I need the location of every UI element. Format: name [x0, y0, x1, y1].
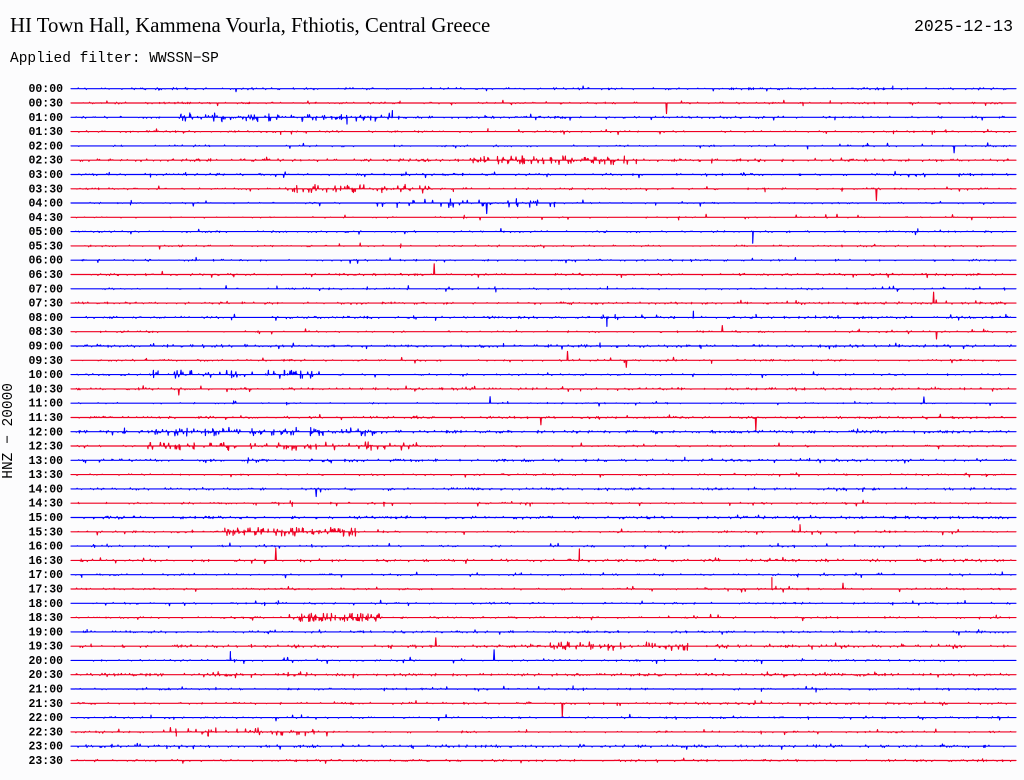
svg-text:19:00: 19:00	[28, 626, 63, 639]
svg-text:13:00: 13:00	[28, 455, 63, 468]
svg-text:20:00: 20:00	[28, 655, 63, 668]
svg-text:11:00: 11:00	[28, 398, 63, 411]
svg-text:17:00: 17:00	[28, 569, 63, 582]
svg-text:15:30: 15:30	[28, 526, 63, 539]
svg-text:08:00: 08:00	[28, 312, 63, 325]
svg-text:09:00: 09:00	[28, 340, 63, 353]
svg-text:19:30: 19:30	[28, 641, 63, 654]
svg-text:00:00: 00:00	[28, 83, 63, 96]
svg-text:11:30: 11:30	[28, 412, 63, 425]
svg-text:09:30: 09:30	[28, 355, 63, 368]
svg-text:04:00: 04:00	[28, 198, 63, 211]
svg-text:14:00: 14:00	[28, 483, 63, 496]
svg-text:18:00: 18:00	[28, 598, 63, 611]
svg-text:10:30: 10:30	[28, 383, 63, 396]
svg-text:01:00: 01:00	[28, 112, 63, 125]
svg-text:10:00: 10:00	[28, 369, 63, 382]
svg-text:06:30: 06:30	[28, 269, 63, 282]
svg-text:16:30: 16:30	[28, 555, 63, 568]
svg-text:18:30: 18:30	[28, 612, 63, 625]
svg-text:20:30: 20:30	[28, 669, 63, 682]
svg-text:14:30: 14:30	[28, 498, 63, 511]
svg-text:02:30: 02:30	[28, 155, 63, 168]
svg-text:07:30: 07:30	[28, 298, 63, 311]
svg-text:00:30: 00:30	[28, 97, 63, 110]
svg-text:01:30: 01:30	[28, 126, 63, 139]
svg-text:07:00: 07:00	[28, 283, 63, 296]
svg-text:21:00: 21:00	[28, 684, 63, 697]
svg-text:22:00: 22:00	[28, 712, 63, 725]
svg-text:13:30: 13:30	[28, 469, 63, 482]
svg-text:03:00: 03:00	[28, 169, 63, 182]
svg-text:05:30: 05:30	[28, 240, 63, 253]
svg-text:16:00: 16:00	[28, 541, 63, 554]
svg-text:21:30: 21:30	[28, 698, 63, 711]
svg-text:06:00: 06:00	[28, 255, 63, 268]
svg-text:12:00: 12:00	[28, 426, 63, 439]
svg-text:05:00: 05:00	[28, 226, 63, 239]
svg-text:04:30: 04:30	[28, 212, 63, 225]
svg-text:12:30: 12:30	[28, 441, 63, 454]
svg-text:17:30: 17:30	[28, 583, 63, 596]
svg-text:22:30: 22:30	[28, 726, 63, 739]
svg-text:23:30: 23:30	[28, 755, 63, 768]
svg-text:08:30: 08:30	[28, 326, 63, 339]
svg-text:02:00: 02:00	[28, 140, 63, 153]
svg-text:23:00: 23:00	[28, 741, 63, 754]
svg-text:03:30: 03:30	[28, 183, 63, 196]
svg-text:15:00: 15:00	[28, 512, 63, 525]
